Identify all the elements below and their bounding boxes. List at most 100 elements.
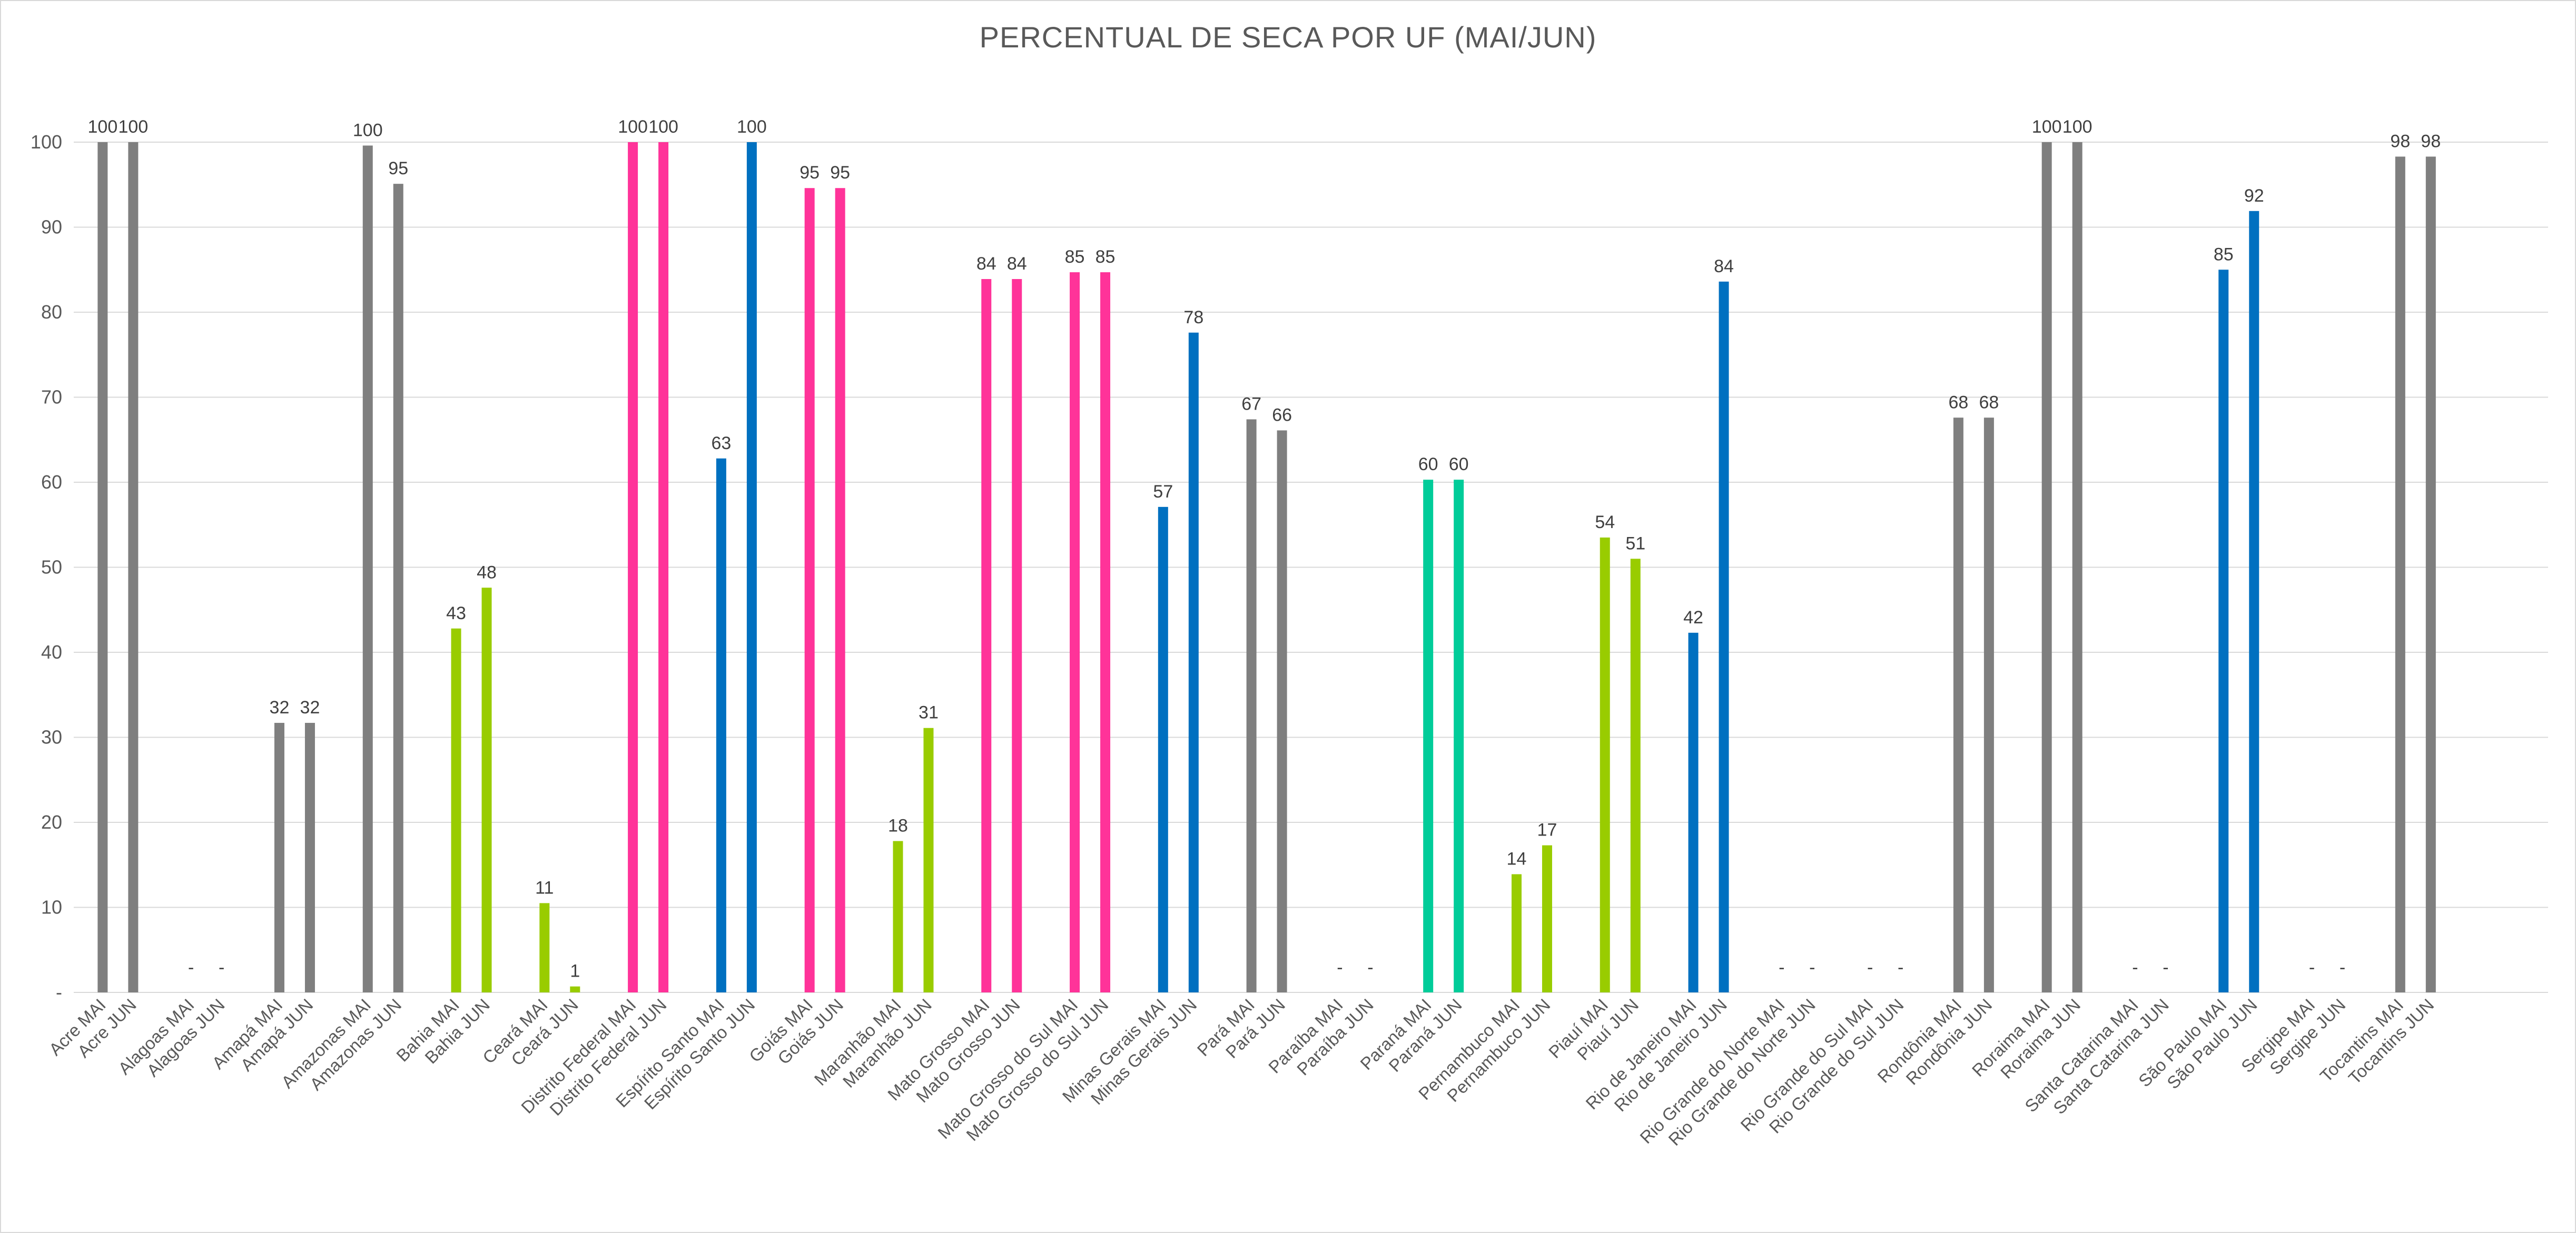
data-label: 85 bbox=[2214, 244, 2234, 264]
y-tick-label: 100 bbox=[31, 131, 62, 153]
data-label: 100 bbox=[618, 117, 648, 137]
data-label: - bbox=[2340, 958, 2345, 978]
bar bbox=[539, 903, 550, 992]
bar bbox=[716, 458, 726, 992]
data-label: 48 bbox=[477, 562, 497, 582]
data-label: 100 bbox=[2032, 117, 2062, 137]
y-axis-ticks: - 10 20 30 40 50 60 70 80 90 100 bbox=[31, 131, 62, 1003]
bar bbox=[628, 142, 638, 992]
data-label: 98 bbox=[2421, 131, 2441, 151]
bar bbox=[1983, 417, 1994, 992]
bar bbox=[304, 723, 315, 992]
data-label: 63 bbox=[711, 433, 731, 453]
bar bbox=[1100, 272, 1111, 992]
bar bbox=[658, 142, 669, 992]
data-label: 95 bbox=[388, 158, 408, 178]
bar bbox=[128, 142, 139, 992]
bar bbox=[804, 188, 815, 993]
data-label: 100 bbox=[353, 120, 383, 140]
y-tick-label: 20 bbox=[41, 811, 62, 833]
data-label: 95 bbox=[800, 163, 820, 183]
data-label: 92 bbox=[2244, 186, 2264, 206]
bar bbox=[1688, 632, 1699, 992]
y-tick-label: 70 bbox=[41, 386, 62, 408]
data-label: 84 bbox=[1714, 256, 1734, 276]
y-tick-label: 50 bbox=[41, 556, 62, 578]
bar bbox=[1277, 430, 1287, 992]
bar bbox=[362, 145, 373, 993]
data-label: 95 bbox=[830, 163, 850, 183]
bar bbox=[981, 279, 992, 992]
data-label: 60 bbox=[1449, 454, 1469, 474]
bar bbox=[1246, 419, 1257, 992]
data-label: 17 bbox=[1537, 820, 1557, 840]
data-label: 32 bbox=[270, 698, 290, 718]
data-label: 57 bbox=[1153, 482, 1173, 502]
data-label: 84 bbox=[1007, 254, 1027, 274]
data-label: 60 bbox=[1418, 454, 1438, 474]
bar bbox=[893, 841, 903, 992]
data-label: 85 bbox=[1095, 247, 1116, 267]
bar bbox=[2425, 156, 2436, 993]
bar bbox=[1719, 281, 1729, 992]
chart-title: PERCENTUAL DE SECA POR UF (MAI/JUN) bbox=[979, 21, 1597, 54]
bar bbox=[2041, 142, 2052, 992]
bar bbox=[481, 588, 492, 992]
bar bbox=[570, 986, 580, 992]
data-label: 98 bbox=[2390, 131, 2410, 151]
bar bbox=[1953, 417, 1963, 992]
data-label: - bbox=[1779, 958, 1784, 978]
y-tick-label: 10 bbox=[41, 897, 62, 918]
bar bbox=[1070, 272, 1080, 992]
bar bbox=[451, 628, 461, 992]
bar bbox=[393, 184, 403, 992]
data-label: 51 bbox=[1625, 533, 1645, 553]
bar bbox=[746, 142, 757, 992]
bar bbox=[1542, 845, 1552, 992]
bar bbox=[1600, 537, 1610, 992]
bars bbox=[97, 142, 2436, 993]
data-label: 78 bbox=[1183, 307, 1203, 327]
y-tick-label: 40 bbox=[41, 641, 62, 663]
bar bbox=[274, 723, 284, 992]
data-label: - bbox=[1367, 958, 1373, 978]
bar bbox=[1012, 279, 1022, 992]
data-label: 100 bbox=[88, 117, 118, 137]
data-label: 42 bbox=[1683, 608, 1703, 628]
y-tick-label: 60 bbox=[41, 471, 62, 493]
data-label: 84 bbox=[976, 254, 996, 274]
bar bbox=[1423, 480, 1434, 992]
data-label: 85 bbox=[1065, 247, 1085, 267]
data-label: 54 bbox=[1595, 512, 1615, 532]
bar bbox=[2218, 270, 2229, 992]
data-label: - bbox=[2163, 958, 2168, 978]
data-label: 11 bbox=[535, 878, 554, 898]
data-label: 100 bbox=[119, 117, 149, 137]
bar bbox=[1511, 874, 1522, 992]
bar bbox=[1188, 332, 1199, 992]
bar bbox=[1454, 480, 1464, 992]
data-label: 1 bbox=[570, 961, 580, 981]
y-tick-label: 80 bbox=[41, 301, 62, 323]
data-label: 31 bbox=[919, 703, 939, 723]
data-label: - bbox=[219, 958, 224, 978]
data-label: 43 bbox=[446, 603, 466, 623]
data-label: 68 bbox=[1948, 392, 1968, 412]
data-label: 67 bbox=[1241, 394, 1261, 414]
data-label: 14 bbox=[1507, 849, 1527, 869]
data-label: - bbox=[2132, 958, 2138, 978]
y-tick-label: 30 bbox=[41, 727, 62, 748]
data-label: 68 bbox=[1979, 392, 1999, 412]
data-label: 66 bbox=[1272, 405, 1292, 425]
data-label: 100 bbox=[737, 117, 767, 137]
bar bbox=[1630, 559, 1641, 992]
bar bbox=[2072, 142, 2082, 992]
bar bbox=[835, 188, 845, 993]
data-label: - bbox=[2309, 958, 2315, 978]
y-tick-label: - bbox=[56, 981, 62, 1003]
bar bbox=[2249, 211, 2259, 993]
gridlines bbox=[74, 142, 2548, 993]
bar bbox=[1158, 506, 1168, 992]
data-label: 100 bbox=[648, 117, 678, 137]
